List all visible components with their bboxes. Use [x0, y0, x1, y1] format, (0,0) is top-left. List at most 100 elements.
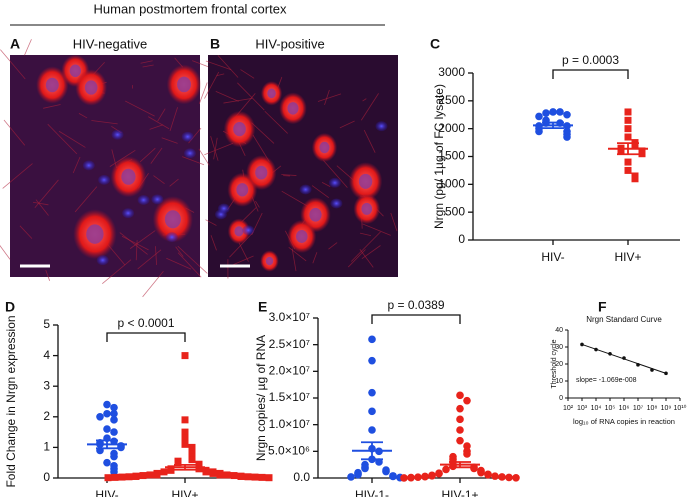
y-axis-label: Nrgn copies/ µg of RNA: [254, 335, 268, 461]
y-tick-label: 1: [43, 440, 50, 454]
data-point: [104, 474, 112, 482]
x-tick-label: 10⁹: [661, 405, 672, 412]
data-point: [110, 409, 118, 418]
data-point: [594, 347, 598, 352]
fiber: [32, 201, 49, 206]
y-tick-label: 0: [458, 232, 465, 246]
y-tick-label: 5: [43, 317, 50, 331]
fiber: [255, 200, 260, 208]
y-tick-label: 5.0×10⁶: [268, 444, 310, 458]
nucleus: [358, 173, 373, 189]
fiber: [229, 231, 254, 258]
fiber: [140, 60, 153, 64]
data-point: [622, 356, 626, 360]
data-point: [477, 468, 485, 477]
image-label: HIV-positive: [255, 36, 324, 51]
y-tick-label: 3: [43, 378, 50, 392]
data-point: [244, 473, 252, 481]
x-tick-label: 10³: [577, 405, 588, 412]
fiber: [157, 108, 166, 122]
data-point: [103, 458, 111, 467]
fiber: [359, 232, 372, 236]
data-point: [512, 473, 520, 482]
p-value: p < 0.0001: [117, 316, 174, 330]
data-point: [456, 436, 464, 445]
nucleus: [122, 208, 135, 219]
fiber: [153, 175, 165, 184]
fiber: [102, 259, 132, 285]
nucleus: [69, 64, 81, 78]
y-tick-label: 3.0×10⁷: [269, 310, 310, 324]
data-point: [181, 434, 189, 442]
data-point: [110, 428, 118, 436]
data-point: [181, 416, 189, 424]
fiber: [210, 136, 219, 161]
nucleus: [96, 255, 109, 266]
data-point: [505, 473, 513, 482]
data-point: [265, 474, 273, 482]
x-tick-label: HIV-: [95, 488, 118, 497]
data-point: [624, 166, 632, 174]
fiber: [204, 71, 220, 99]
data-point: [368, 335, 376, 344]
fiber: [360, 93, 379, 121]
data-point: [216, 471, 224, 479]
significance-bracket: [371, 314, 461, 324]
data-point: [110, 403, 118, 412]
y-tick-label: 30: [555, 344, 563, 351]
data-point: [624, 108, 632, 116]
y-tick-label: 3000: [438, 65, 465, 79]
data-point: [442, 465, 450, 474]
data-point: [174, 459, 182, 467]
fiber: [390, 212, 398, 232]
y-axis-label: Threshold cycle: [551, 339, 558, 388]
data-point: [223, 471, 231, 479]
data-point: [463, 396, 471, 405]
y-tick-label: 2.5×10⁷: [269, 337, 310, 351]
data-point: [237, 472, 245, 480]
fiber: [182, 156, 205, 166]
data-point: [624, 116, 632, 124]
fiber: [204, 142, 234, 156]
x-tick-label: 10¹⁰: [674, 404, 687, 412]
data-point: [456, 415, 464, 424]
fiber: [58, 130, 86, 148]
sem-bar: [617, 142, 639, 156]
fiber: [45, 269, 51, 281]
nucleus: [217, 203, 230, 214]
data-point: [153, 471, 161, 479]
data-point: [110, 416, 118, 424]
x-tick-label: HIV+: [614, 250, 641, 264]
data-point: [563, 133, 571, 141]
nucleus: [242, 225, 255, 236]
fiber: [0, 49, 26, 80]
fiber: [19, 225, 33, 239]
fiber: [47, 123, 78, 155]
data-point: [624, 158, 632, 166]
fiber: [169, 107, 178, 131]
y-tick-label: 4: [43, 348, 50, 362]
x-tick-label: HIV+: [171, 488, 198, 497]
fiber: [363, 129, 376, 153]
data-point: [96, 413, 104, 421]
fiber: [288, 247, 307, 262]
data-point: [146, 471, 154, 479]
data-point: [202, 468, 210, 476]
fiber: [3, 119, 26, 146]
data-point: [556, 108, 564, 116]
data-point: [110, 437, 118, 446]
chart-title: Nrgn Standard Curve: [586, 315, 662, 324]
fiber: [210, 235, 217, 251]
data-point: [631, 175, 639, 183]
fiber: [251, 122, 275, 144]
nucleus: [265, 256, 274, 266]
fiber: [238, 242, 249, 262]
data-point: [188, 456, 196, 464]
x-tick-label: 10⁶: [619, 405, 630, 412]
fiber: [177, 252, 202, 278]
data-point: [361, 464, 369, 473]
data-point: [258, 473, 266, 481]
data-point: [160, 468, 168, 476]
fiber: [74, 186, 98, 213]
nucleus: [137, 195, 150, 206]
